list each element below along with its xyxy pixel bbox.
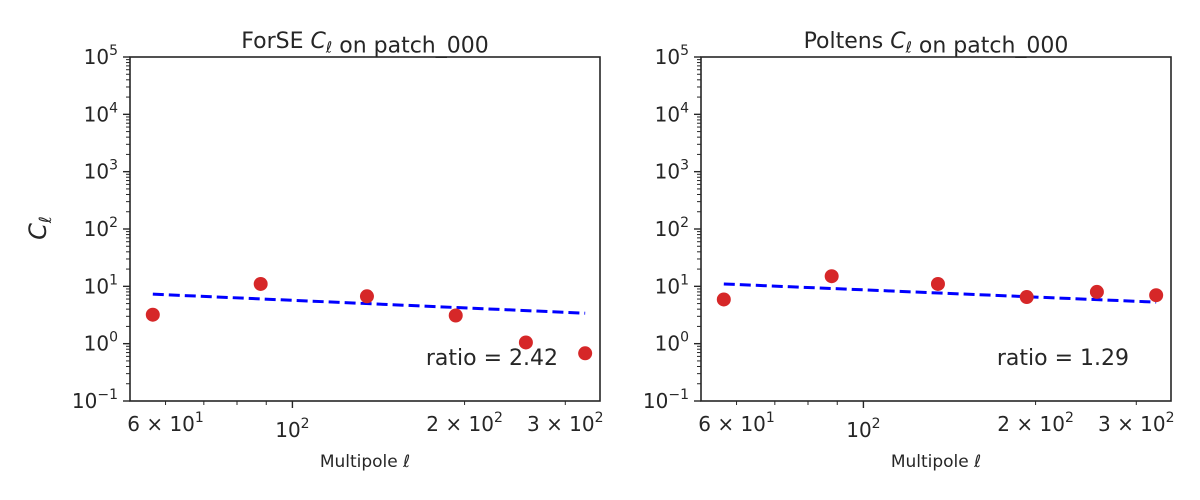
data-point-3 <box>930 276 945 291</box>
x-tick-label: 6 × 101 <box>698 410 775 436</box>
y-tick-label: 102 <box>655 215 689 241</box>
ratio-annotation: ratio = 2.42 <box>426 346 558 371</box>
x-axis-label: Multipole ℓ <box>891 452 981 472</box>
x-tick-label: 6 × 101 <box>127 410 204 436</box>
data-point-6 <box>578 346 593 361</box>
data-point-2 <box>824 269 839 284</box>
x-axis-label: Multipole ℓ <box>320 452 410 472</box>
data-point-1 <box>145 307 160 322</box>
x-tick-label: 102 <box>846 416 880 442</box>
x-tick-label: 3 × 102 <box>1098 410 1175 436</box>
data-point-4 <box>448 308 463 323</box>
y-tick-label: 10−1 <box>72 387 118 413</box>
y-tick-label: 101 <box>655 272 689 298</box>
x-tick-label: 2 × 102 <box>997 410 1074 436</box>
chart-title: ForSE Cℓ on patch_000 <box>241 29 488 59</box>
x-tick-label: 2 × 102 <box>426 410 503 436</box>
y-axis-label: Cℓ <box>24 216 55 240</box>
chart-panel-2: 10−1 100 101 102 103 104 105 6 × 101 102 2 × 102 3… <box>643 29 1175 472</box>
y-tick-label: 105 <box>84 43 118 69</box>
data-point-1 <box>716 292 731 307</box>
x-tick-label: 102 <box>275 416 309 442</box>
data-point-2 <box>253 276 268 291</box>
data-point-5 <box>1089 284 1104 299</box>
chart-title: Poltens Cℓ on patch_000 <box>804 29 1069 59</box>
y-tick-label: 102 <box>84 215 118 241</box>
y-tick-label: 103 <box>655 158 689 184</box>
y-tick-label: 100 <box>655 330 689 356</box>
fit-line <box>723 282 1157 304</box>
y-tick-label: 103 <box>84 158 118 184</box>
y-tick-label: 101 <box>84 272 118 298</box>
y-tick-label: 104 <box>655 100 689 126</box>
data-point-3 <box>359 289 374 304</box>
data-point-5 <box>518 335 533 350</box>
data-point-4 <box>1019 290 1034 305</box>
data-point-6 <box>1149 288 1164 303</box>
x-tick-label: 3 × 102 <box>527 410 604 436</box>
chart-panel-1: 10−1 100 101 102 103 104 105 6 × 101 102 2 × 102 3… <box>72 29 604 472</box>
y-tick-label: 105 <box>655 43 689 69</box>
y-tick-label: 104 <box>84 100 118 126</box>
y-tick-label: 100 <box>84 330 118 356</box>
fit-line <box>152 292 586 315</box>
ratio-annotation: ratio = 1.29 <box>997 346 1129 371</box>
y-tick-label: 10−1 <box>643 387 689 413</box>
